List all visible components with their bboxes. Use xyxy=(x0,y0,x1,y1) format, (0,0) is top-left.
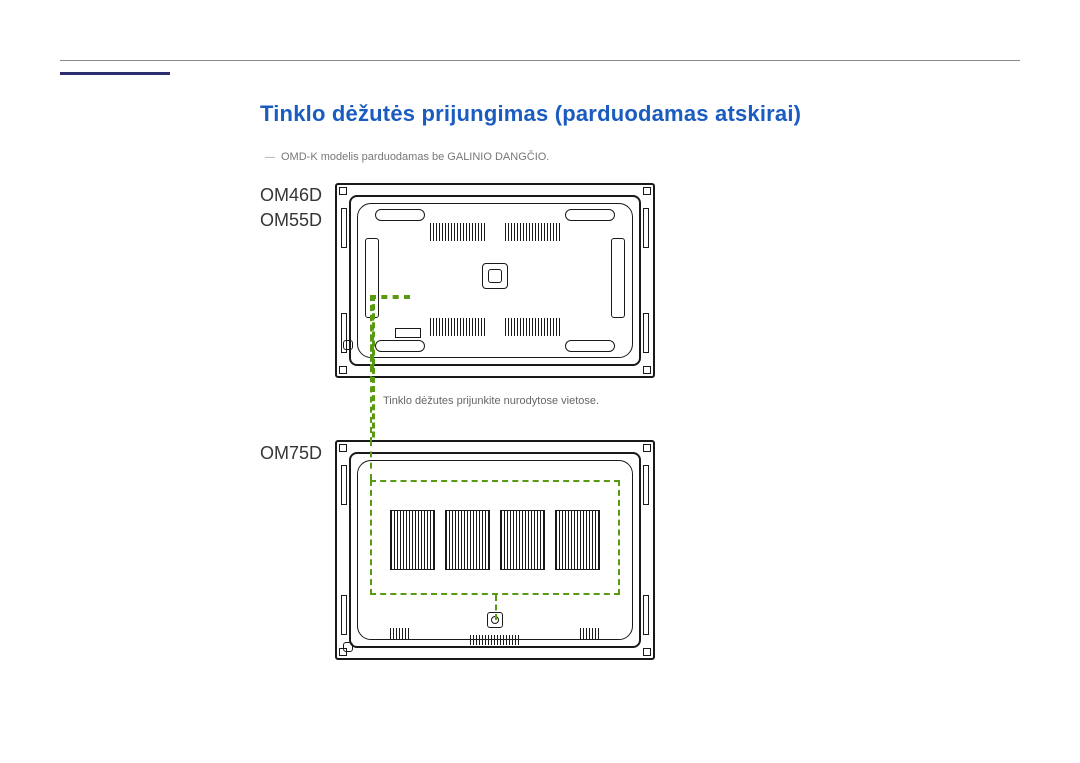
side-column-icon xyxy=(611,238,625,318)
corner-mount-icon xyxy=(339,187,347,195)
side-handle-icon xyxy=(643,465,649,505)
dash-route-stub xyxy=(495,595,497,620)
vent-grille-icon xyxy=(430,318,485,336)
carry-handle-icon xyxy=(565,209,615,221)
model-label-om75d: OM75D xyxy=(260,443,322,464)
header-rule xyxy=(60,60,1020,61)
page-title: Tinklo dėžutės prijungimas (parduodamas … xyxy=(260,101,801,127)
bottom-slot-icon xyxy=(395,328,421,338)
model-label-om55d: OM55D xyxy=(260,210,322,231)
note-row: ― OMD-K modelis parduodamas be GALINIO D… xyxy=(265,151,549,163)
bullet-arrow-icon: ― xyxy=(265,152,275,163)
side-handle-icon xyxy=(643,313,649,353)
model-label-om46d: OM46D xyxy=(260,185,322,206)
corner-mount-icon xyxy=(643,444,651,452)
vent-grille-icon xyxy=(505,223,560,241)
port-icon xyxy=(343,642,353,652)
dash-route-rectangle xyxy=(370,480,620,595)
side-handle-icon xyxy=(341,465,347,505)
accent-bar xyxy=(60,72,170,75)
carry-handle-icon xyxy=(375,209,425,221)
side-handle-icon xyxy=(341,595,347,635)
bottom-grille-icon xyxy=(470,635,520,645)
carry-handle-icon xyxy=(375,340,425,352)
bottom-grille-icon xyxy=(390,628,410,640)
vent-grille-icon xyxy=(505,318,560,336)
port-icon xyxy=(343,340,353,350)
corner-mount-icon xyxy=(339,444,347,452)
side-handle-icon xyxy=(643,595,649,635)
bottom-grille-icon xyxy=(580,628,600,640)
side-handle-icon xyxy=(341,208,347,248)
diagram-om46d-om55d xyxy=(335,183,655,378)
carry-handle-icon xyxy=(565,340,615,352)
center-module-icon xyxy=(482,263,508,289)
dash-route-entry xyxy=(370,440,372,480)
vent-grille-icon xyxy=(430,223,485,241)
corner-mount-icon xyxy=(643,366,651,374)
corner-mount-icon xyxy=(643,187,651,195)
dash-route-segment xyxy=(370,295,410,299)
diagram-om75d xyxy=(335,440,655,660)
diagram-caption: Tinklo dėžutes prijunkite nurodytose vie… xyxy=(383,394,599,409)
side-handle-icon xyxy=(643,208,649,248)
corner-mount-icon xyxy=(339,366,347,374)
corner-mount-icon xyxy=(643,648,651,656)
note-text: OMD-K modelis parduodamas be GALINIO DAN… xyxy=(281,151,549,163)
